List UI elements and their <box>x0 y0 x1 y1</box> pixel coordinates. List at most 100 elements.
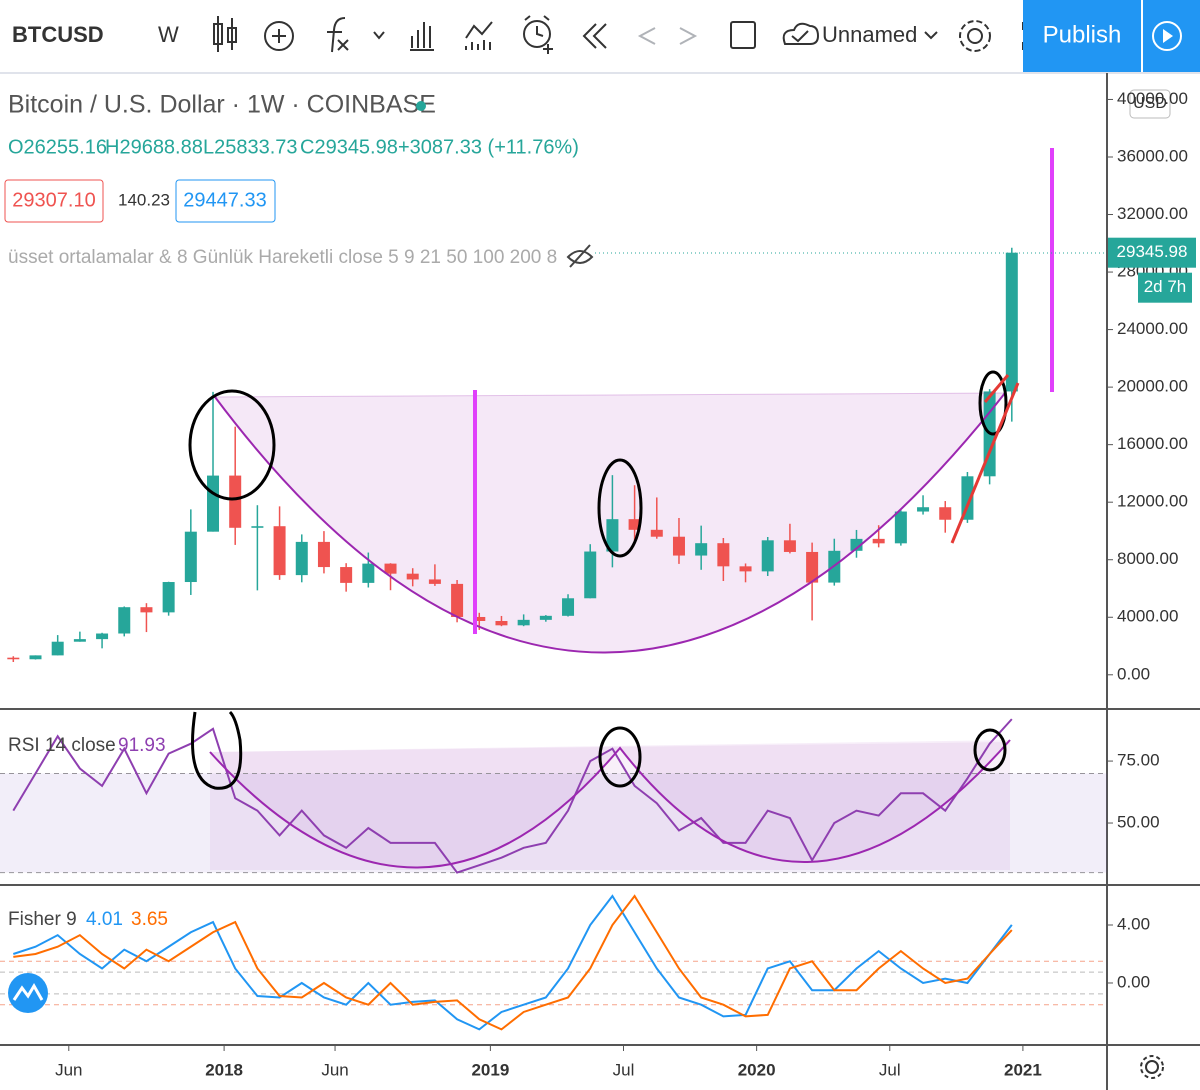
candle-body <box>517 619 530 626</box>
y-tick-label: 24000.00 <box>1117 319 1188 338</box>
candle-body <box>650 529 663 537</box>
candle-body <box>406 573 419 580</box>
x-tick-label: 2020 <box>738 1060 776 1079</box>
candle-body <box>783 540 796 552</box>
candle-body <box>761 540 774 572</box>
y-tick-label: 16000.00 <box>1117 434 1188 453</box>
candle-body <box>96 633 109 640</box>
y-tick-label: 75.00 <box>1117 751 1160 770</box>
spread: 140.23 <box>118 190 170 209</box>
series-line <box>12 718 1013 874</box>
annotations <box>188 148 1054 869</box>
candle-body <box>295 541 308 576</box>
candle-body <box>1005 252 1018 392</box>
rsi-legend: RSI 14 close <box>8 735 116 756</box>
y-tick-label: 4.00 <box>1117 914 1150 933</box>
candle-body <box>340 567 353 583</box>
ohlc-value: O26255.16 <box>8 136 107 158</box>
candle-body <box>251 526 264 528</box>
data-marks <box>0 247 1107 1031</box>
candle-body <box>118 607 131 634</box>
rsi-value: 91.93 <box>118 735 166 756</box>
logo[interactable] <box>8 973 48 1013</box>
candle-body <box>362 563 375 583</box>
market-status <box>416 101 426 111</box>
currency[interactable]: USD <box>1133 95 1167 112</box>
candle-body <box>162 582 175 613</box>
candle-body <box>539 615 552 620</box>
y-tick-label: 50.00 <box>1117 813 1160 832</box>
candle-body <box>695 543 708 556</box>
x-tick-label: Jun <box>55 1060 82 1079</box>
hide-icon[interactable] <box>566 244 594 268</box>
ohlc-value: L25833.73 <box>203 136 298 158</box>
candle-body <box>384 563 397 574</box>
ask: 29447.33 <box>183 189 266 211</box>
play-icon <box>1152 21 1182 51</box>
candle-body <box>628 519 641 530</box>
layout-name[interactable]: Unnamed <box>822 22 917 47</box>
rsi-cup-fill <box>210 740 1010 868</box>
countdown: 2d 7h <box>1144 277 1187 296</box>
last-price: 29345.98 <box>1117 242 1188 261</box>
candle-body <box>29 655 42 660</box>
series-line <box>13 894 1013 1031</box>
candle-body <box>894 511 907 544</box>
candle-body <box>606 519 619 552</box>
ohlc-value: +3087.33 (+11.76%) <box>398 136 579 158</box>
candle-body <box>73 639 86 642</box>
bid: 29307.10 <box>12 189 95 211</box>
candle-body <box>584 551 597 599</box>
candle-body <box>140 607 153 613</box>
candle-body <box>7 657 20 660</box>
candle-body <box>184 531 197 583</box>
candle-body <box>451 583 464 617</box>
candle-body <box>917 507 930 512</box>
y-tick-label: 40000.00 <box>1117 89 1188 108</box>
candle-body <box>317 541 330 568</box>
candle-body <box>739 566 752 572</box>
candle-body <box>229 475 242 528</box>
y-tick-label: 4000.00 <box>1117 607 1178 626</box>
x-tick-label: Jul <box>613 1060 635 1079</box>
candle-body <box>850 538 863 551</box>
y-tick-label: 0.00 <box>1117 972 1150 991</box>
x-tick-label: 2019 <box>471 1060 509 1079</box>
candle-body <box>273 526 286 576</box>
indicator-legend: üsset ortalamalar & 8 Günlük Hareketli c… <box>8 247 557 268</box>
x-tick-label: Jun <box>321 1060 348 1079</box>
symbol[interactable]: BTCUSD <box>12 22 104 47</box>
play-triangle <box>1163 29 1173 43</box>
y-tick-label: 32000.00 <box>1117 204 1188 223</box>
rsi-band-fill <box>0 773 1107 873</box>
candle-body <box>961 476 974 520</box>
fisher-value: 4.01 <box>86 909 123 930</box>
countdown-box <box>1138 272 1192 303</box>
x-tick-label: 2018 <box>205 1060 243 1079</box>
x-tick-label: 2021 <box>1004 1060 1042 1079</box>
ohlc-value: H29688.88 <box>105 136 203 158</box>
fisher-legend: Fisher 9 <box>8 909 77 930</box>
publish-button[interactable] <box>1023 0 1141 72</box>
y-tick-label: 20000.00 <box>1117 377 1188 396</box>
candle-body <box>51 641 64 656</box>
y-tick-label: 0.00 <box>1117 664 1150 683</box>
y-tick-label: 8000.00 <box>1117 549 1178 568</box>
y-tick-label: 36000.00 <box>1117 146 1188 165</box>
candle-body <box>939 507 952 520</box>
settings-icon[interactable] <box>1140 1055 1164 1079</box>
publish-label[interactable]: Publish <box>1043 21 1122 48</box>
ask-box <box>175 179 276 223</box>
candle-body <box>672 536 685 556</box>
trigger-value: 3.65 <box>131 909 168 930</box>
candle-body <box>806 551 819 583</box>
currency-box[interactable] <box>1129 89 1171 119</box>
candle-body <box>207 475 220 532</box>
bid-box <box>4 179 104 223</box>
candle-body <box>562 598 575 616</box>
candle-body <box>872 538 885 544</box>
interval[interactable]: W <box>158 22 179 47</box>
y-tick-label: 12000.00 <box>1117 492 1188 511</box>
